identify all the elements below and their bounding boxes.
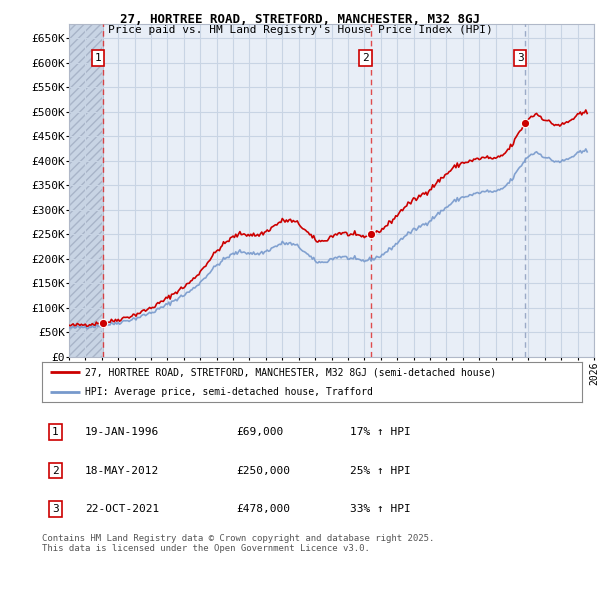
Text: 27, HORTREE ROAD, STRETFORD, MANCHESTER, M32 8GJ (semi-detached house): 27, HORTREE ROAD, STRETFORD, MANCHESTER,… (85, 368, 496, 377)
Bar (69, 24, 103, 357)
Text: 33% ↑ HPI: 33% ↑ HPI (350, 504, 410, 514)
Text: 19-JAN-1996: 19-JAN-1996 (85, 427, 160, 437)
Text: £250,000: £250,000 (236, 466, 290, 476)
Text: 27, HORTREE ROAD, STRETFORD, MANCHESTER, M32 8GJ: 27, HORTREE ROAD, STRETFORD, MANCHESTER,… (120, 13, 480, 26)
Text: 1: 1 (94, 53, 101, 63)
Text: HPI: Average price, semi-detached house, Trafford: HPI: Average price, semi-detached house,… (85, 388, 373, 397)
Text: 25% ↑ HPI: 25% ↑ HPI (350, 466, 410, 476)
Text: Price paid vs. HM Land Registry's House Price Index (HPI): Price paid vs. HM Land Registry's House … (107, 25, 493, 35)
Text: 1: 1 (52, 427, 59, 437)
Text: 22-OCT-2021: 22-OCT-2021 (85, 504, 160, 514)
Text: Contains HM Land Registry data © Crown copyright and database right 2025.
This d: Contains HM Land Registry data © Crown c… (42, 534, 434, 553)
Text: 2: 2 (52, 466, 59, 476)
Text: 17% ↑ HPI: 17% ↑ HPI (350, 427, 410, 437)
Text: 3: 3 (52, 504, 59, 514)
Text: 2: 2 (362, 53, 369, 63)
Text: £69,000: £69,000 (236, 427, 284, 437)
Text: £478,000: £478,000 (236, 504, 290, 514)
Text: 18-MAY-2012: 18-MAY-2012 (85, 466, 160, 476)
Text: 3: 3 (517, 53, 524, 63)
